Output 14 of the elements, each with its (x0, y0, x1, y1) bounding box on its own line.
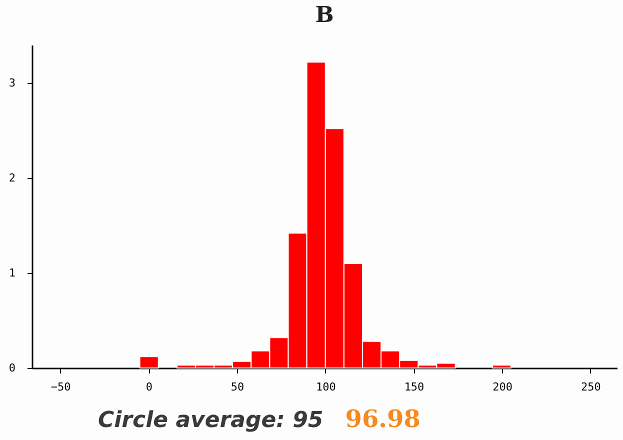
x-tick-label: 150 (404, 380, 424, 394)
x-tick-label: 100 (316, 380, 336, 394)
x-tick-label: 50 (230, 380, 244, 394)
y-tick-label: 1 (8, 266, 16, 280)
chart-title: B (315, 2, 334, 28)
x-tick-label: 250 (581, 380, 601, 394)
y-tick-label: 2 (8, 172, 16, 184)
x-tick-label: 200 (492, 380, 513, 394)
x-tick-label: 0 (146, 380, 152, 394)
y-tick-label: 3 (8, 76, 16, 90)
text: Circle average: 95 (98, 408, 324, 433)
text: 96.98 (345, 404, 420, 433)
y-tick-label: 0 (8, 362, 16, 374)
x-tick-label: −50 (50, 380, 71, 394)
